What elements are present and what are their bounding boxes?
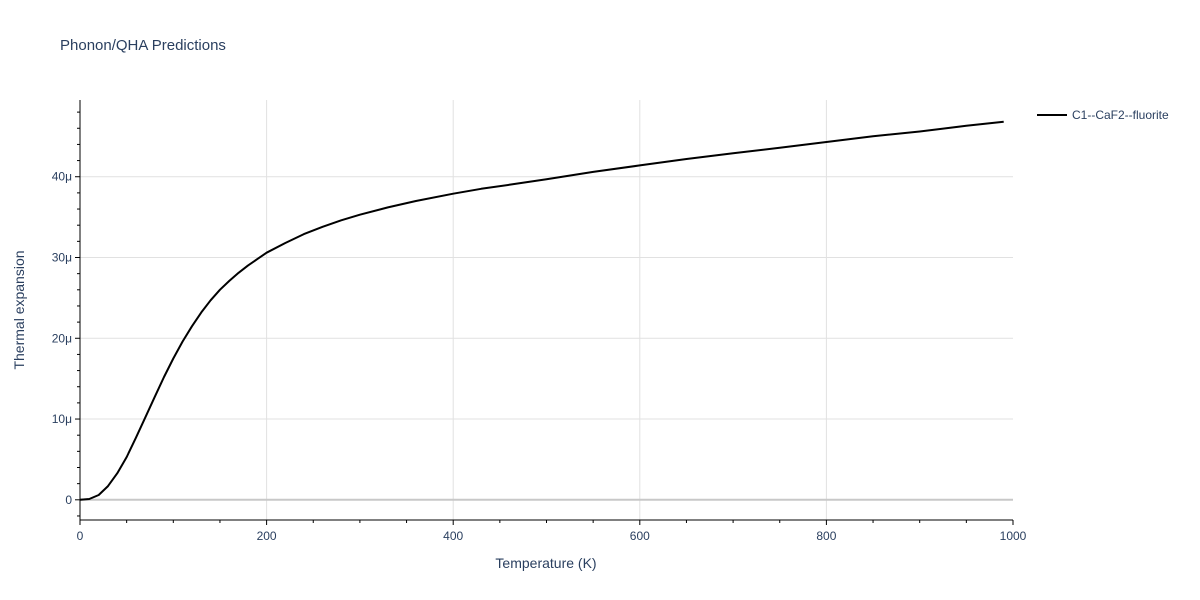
legend[interactable]: C1--CaF2--fluorite: [1037, 108, 1169, 122]
x-tick-label: 600: [630, 529, 650, 543]
x-tick-label: 0: [77, 529, 84, 543]
series-layer: [79, 120, 1004, 501]
y-tick-label: 20μ: [52, 331, 72, 345]
axes: 0 200 400 600 800 1000 0 10μ 20μ 30μ 40μ: [52, 100, 1027, 543]
x-tick-label: 800: [816, 529, 836, 543]
x-tick-label: 200: [257, 529, 277, 543]
x-tick-label: 1000: [1000, 529, 1027, 543]
x-axis-title: Temperature (K): [495, 555, 596, 571]
y-tick-label: 30μ: [52, 251, 72, 265]
y-tick-label: 40μ: [52, 170, 72, 184]
legend-label[interactable]: C1--CaF2--fluorite: [1072, 108, 1169, 122]
x-tick-label: 400: [443, 529, 463, 543]
y-axis-title: Thermal expansion: [11, 250, 27, 369]
y-tick-label: 0: [65, 493, 72, 507]
grid: [80, 100, 1013, 520]
series-line: [79, 120, 1004, 501]
y-tick-label: 10μ: [52, 412, 72, 426]
chart-title: Phonon/QHA Predictions: [60, 37, 226, 54]
